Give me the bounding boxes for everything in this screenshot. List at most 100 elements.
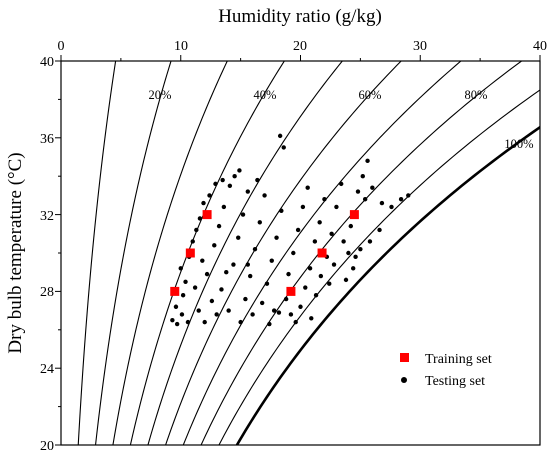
x-tick-label: 0: [58, 39, 65, 54]
testing-point: [309, 316, 314, 321]
rh-curve-40: [129, 61, 285, 445]
testing-point: [220, 177, 225, 183]
x-tick-label: 20: [293, 39, 307, 54]
testing-point: [250, 312, 255, 317]
testing-point: [231, 262, 236, 267]
testing-point: [245, 189, 251, 194]
testing-point: [317, 220, 322, 225]
testing-point: [236, 235, 241, 240]
testing-point: [277, 133, 283, 139]
testing-point: [255, 177, 260, 183]
testing-point: [355, 189, 361, 194]
legend-training-marker: [400, 353, 409, 362]
rh-label-80: 80%: [465, 88, 488, 102]
y-tick-label: 40: [40, 55, 54, 70]
testing-point: [240, 212, 246, 217]
testing-point: [245, 262, 251, 267]
testing-point: [197, 216, 203, 221]
testing-point: [279, 208, 284, 213]
testing-point: [300, 204, 306, 210]
testing-point: [353, 254, 358, 260]
testing-point: [237, 168, 242, 173]
testing-point: [192, 285, 198, 290]
testing-point: [379, 200, 385, 206]
testing-point: [252, 246, 258, 252]
testing-point: [334, 204, 339, 210]
rh-label-100: 100%: [504, 137, 533, 151]
testing-point: [276, 310, 282, 315]
legend-testing-label: Testing set: [425, 374, 485, 389]
axis-ticks: [55, 55, 541, 446]
testing-point: [298, 304, 303, 309]
testing-point: [346, 250, 351, 256]
training-point: [317, 248, 327, 258]
testing-point: [201, 200, 206, 206]
testing-point: [295, 227, 301, 233]
testing-point: [226, 308, 231, 313]
testing-point: [216, 223, 222, 229]
testing-point: [398, 197, 404, 202]
testing-point: [227, 183, 233, 188]
testing-point: [212, 243, 217, 248]
testing-point: [179, 312, 185, 317]
rh-curve-20: [94, 61, 172, 445]
testing-point: [185, 319, 191, 325]
testing-point: [350, 266, 356, 271]
y-tick-label: 32: [40, 209, 54, 224]
testing-point: [204, 271, 210, 277]
testing-point: [264, 281, 270, 286]
testing-point: [318, 273, 324, 279]
testing-point: [257, 220, 262, 225]
testing-point: [406, 193, 411, 198]
training-point: [170, 286, 180, 296]
testing-point: [178, 266, 183, 271]
testing-point: [362, 197, 368, 202]
testing-point: [274, 235, 279, 240]
testing-point: [173, 304, 179, 309]
testing-point: [232, 174, 237, 179]
testing-point: [281, 145, 286, 150]
legend: Training set Testing set: [400, 352, 492, 389]
testing-point: [209, 298, 215, 304]
testing-point: [389, 204, 394, 210]
rh-curve-10: [77, 61, 117, 445]
training-point: [349, 210, 359, 220]
rh-curve-60: [165, 61, 402, 445]
testing-point: [343, 277, 349, 283]
testing-point: [194, 227, 199, 233]
testing-point: [259, 300, 265, 306]
testing-point: [312, 239, 318, 244]
testing-point: [322, 197, 327, 202]
rh-curves: [77, 61, 540, 445]
testing-point: [170, 318, 175, 323]
rh-labels: 20% 40% 60% 80% 100%: [149, 88, 534, 151]
testing-point: [365, 158, 370, 164]
testing-point: [200, 258, 205, 263]
testing-point: [196, 308, 201, 313]
y-axis-title: Dry bulb temperature (°C): [5, 152, 26, 353]
x-tick-label: 40: [533, 39, 547, 54]
testing-point: [248, 273, 253, 279]
testing-point: [202, 319, 207, 325]
testing-point: [207, 193, 212, 198]
y-tick-label: 20: [40, 439, 54, 454]
training-point: [202, 210, 212, 220]
testing-point: [269, 258, 274, 263]
testing-point: [221, 204, 227, 210]
testing-point: [267, 321, 272, 327]
testing-point: [243, 296, 248, 302]
testing-point: [224, 270, 229, 275]
testing-point: [293, 319, 298, 325]
testing-point: [327, 281, 332, 286]
y-tick-label: 36: [40, 132, 54, 147]
testing-point: [331, 262, 337, 267]
rh-label-40: 40%: [254, 88, 277, 102]
rh-curve-70: [182, 61, 462, 445]
testing-point: [262, 193, 267, 198]
testing-point: [341, 239, 346, 244]
testing-point: [180, 293, 186, 298]
y-tick-label: 28: [40, 285, 54, 300]
testing-point: [377, 227, 382, 233]
data-points: [170, 133, 411, 327]
